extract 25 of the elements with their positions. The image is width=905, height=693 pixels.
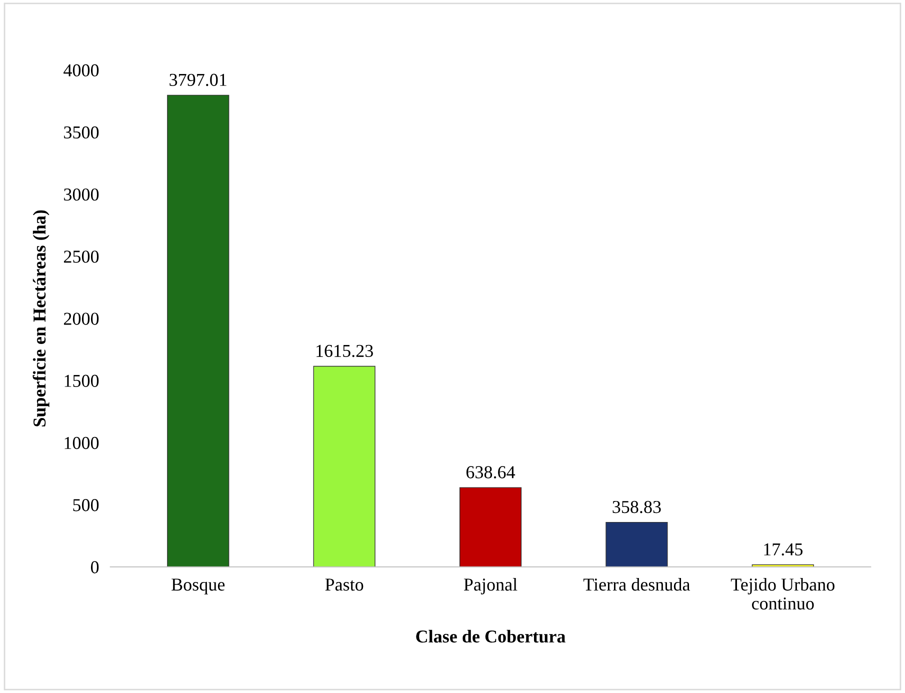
y-tick-label: 2500 bbox=[64, 250, 99, 263]
y-tick-label: 3000 bbox=[64, 188, 99, 201]
y-tick-label: 1500 bbox=[64, 374, 99, 387]
bar bbox=[313, 366, 376, 567]
x-tick-label: Tejido Urbano continuo bbox=[730, 578, 834, 610]
y-tick-label: 0 bbox=[90, 561, 99, 574]
data-label: 3797.01 bbox=[170, 74, 226, 86]
y-tick-label: 4000 bbox=[64, 64, 99, 76]
bar bbox=[606, 522, 668, 567]
x-tick-label: Tierra desnuda bbox=[583, 578, 690, 591]
data-label: 17.45 bbox=[764, 543, 802, 556]
x-tick-label: Pajonal bbox=[464, 578, 518, 594]
y-tick-label: 500 bbox=[73, 499, 99, 512]
y-tick-label: 1000 bbox=[64, 436, 99, 450]
data-label: 638.64 bbox=[466, 466, 516, 478]
x-tick-label: Pasto bbox=[325, 578, 364, 591]
data-label: 358.83 bbox=[612, 500, 661, 514]
bar bbox=[459, 487, 522, 567]
y-tick-label: 2000 bbox=[64, 312, 99, 325]
data-label: 1615.23 bbox=[316, 344, 373, 358]
x-tick-label: Bosque bbox=[172, 578, 225, 594]
x-axis-title: Clase de Cobertura bbox=[416, 630, 566, 643]
y-axis-title: Superficie en Hectáreas (ha) bbox=[32, 210, 50, 426]
bar bbox=[167, 94, 230, 567]
y-tick-label: 3500 bbox=[64, 126, 99, 139]
